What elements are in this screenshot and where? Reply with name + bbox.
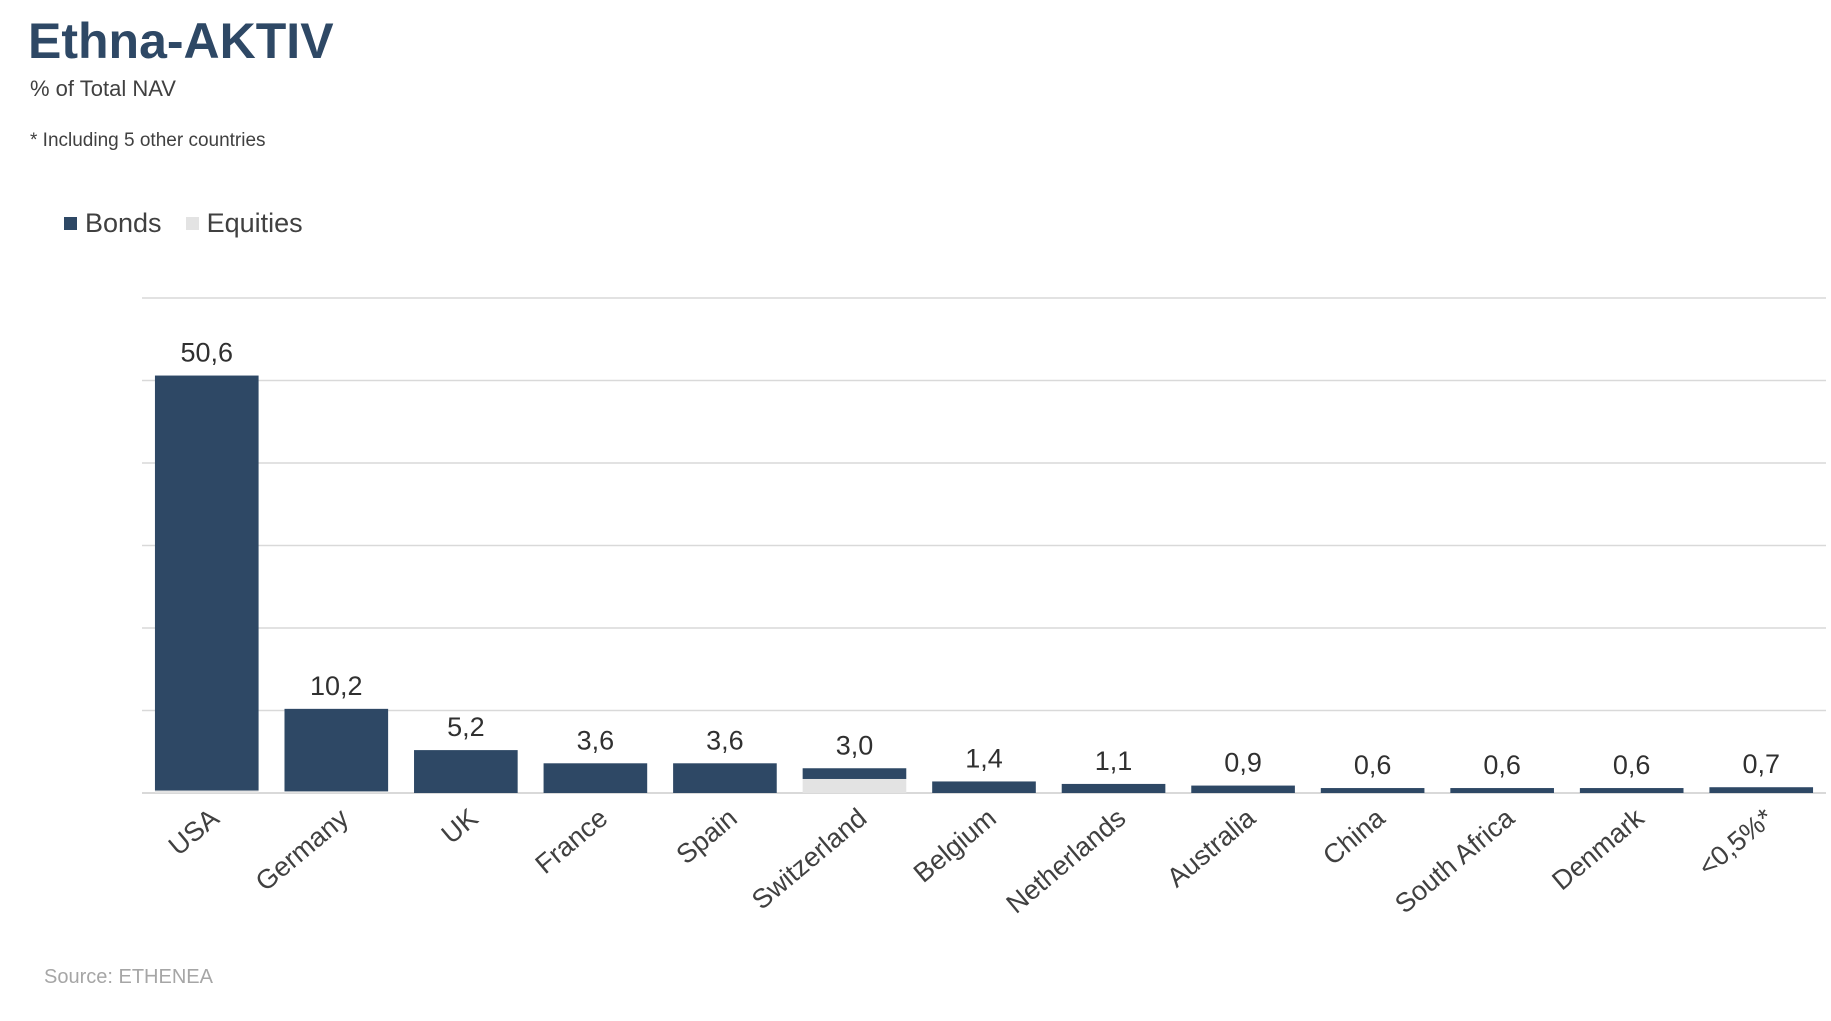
x-tick-label: Australia	[1161, 802, 1262, 893]
data-label: 50,6	[180, 338, 233, 368]
bar-equities	[284, 791, 389, 793]
bar-bonds	[1450, 788, 1554, 793]
bar-bonds	[414, 750, 518, 793]
data-label: 1,1	[1095, 746, 1133, 776]
bar-bonds	[1191, 785, 1295, 793]
bar-bonds	[284, 708, 389, 792]
data-label: 0,9	[1224, 748, 1262, 778]
legend-label-bonds: Bonds	[85, 208, 162, 238]
x-tick-label: China	[1317, 802, 1391, 871]
bar-bonds	[543, 763, 648, 793]
data-label: 3,6	[577, 725, 615, 755]
x-tick-label: Germany	[250, 802, 355, 897]
x-tick-label: Netherlands	[1001, 803, 1132, 920]
x-tick-label: Switzerland	[746, 803, 872, 916]
legend-swatch-bonds	[64, 217, 77, 230]
x-tick-label: South Africa	[1389, 802, 1521, 919]
chart-subtitle: % of Total NAV	[30, 76, 176, 101]
bar-bonds	[802, 768, 907, 779]
legend-label-equities: Equities	[206, 208, 303, 238]
data-label: 0,6	[1613, 750, 1651, 780]
legend: Bonds Equities	[64, 208, 327, 239]
data-label: 0,6	[1354, 750, 1392, 780]
data-label: 1,4	[965, 743, 1003, 773]
data-label: 5,2	[447, 712, 485, 742]
bar-bonds	[1709, 787, 1814, 793]
chart-title: Ethna-AKTIV	[28, 13, 334, 69]
legend-swatch-equities	[185, 217, 199, 230]
bar-bonds	[1579, 788, 1684, 793]
x-tick-label: Belgium	[908, 803, 1002, 889]
x-tick-label: Denmark	[1546, 802, 1650, 896]
bar-bonds	[932, 781, 1036, 793]
footnote: * Including 5 other countries	[30, 130, 266, 151]
bar-bonds	[1061, 783, 1166, 793]
x-tick-label: USA	[163, 803, 225, 862]
data-label: 0,6	[1483, 750, 1521, 780]
data-label: 3,0	[836, 730, 874, 760]
source-note: Source: ETHENEA	[44, 966, 213, 988]
bar-bonds	[154, 375, 259, 791]
legend-item-equities: Equities	[185, 208, 303, 239]
bar-equities	[154, 790, 259, 793]
x-tick-label: <0,5%*	[1693, 802, 1780, 882]
data-label: 3,6	[706, 725, 744, 755]
x-tick-label: Spain	[671, 803, 743, 870]
x-tick-label: UK	[436, 803, 484, 850]
legend-item-bonds: Bonds	[64, 208, 162, 239]
bar-bonds	[1320, 788, 1425, 793]
data-label: 10,2	[310, 671, 363, 701]
data-label: 0,7	[1742, 749, 1780, 779]
bar-bonds	[673, 763, 777, 793]
x-tick-label: France	[530, 803, 614, 880]
bar-equities	[802, 778, 907, 793]
